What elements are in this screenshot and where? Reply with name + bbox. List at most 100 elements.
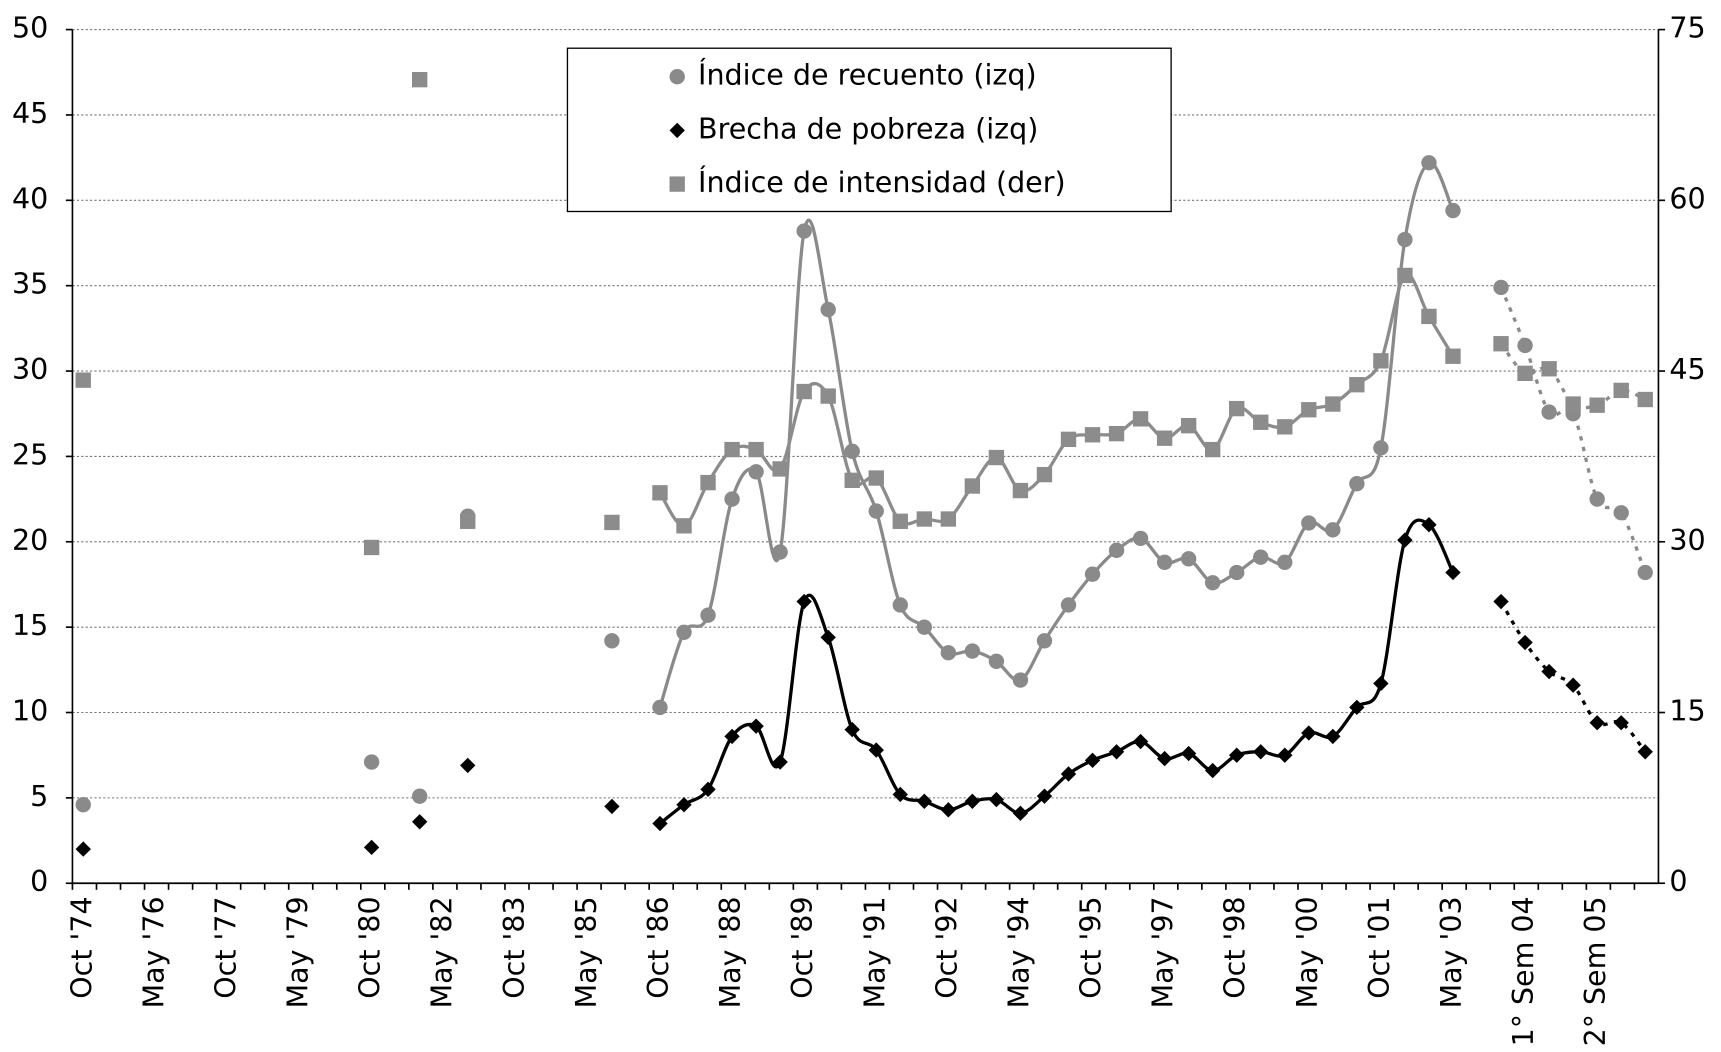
point — [75, 841, 91, 857]
point — [604, 798, 620, 815]
point — [1084, 427, 1101, 443]
point — [1541, 361, 1557, 377]
point — [604, 633, 620, 649]
point — [1325, 522, 1341, 538]
y2-tick-label: 75 — [1669, 12, 1705, 45]
point — [772, 461, 788, 477]
series — [75, 517, 1653, 857]
x-tick-label: May '85 — [570, 896, 603, 1008]
x-tick-label: Oct '95 — [1075, 896, 1108, 998]
point — [1277, 554, 1293, 570]
point — [1060, 597, 1077, 613]
x-tick-label: Oct '74 — [65, 896, 98, 998]
series-line — [658, 518, 1455, 825]
point — [1517, 337, 1533, 354]
point — [868, 470, 884, 486]
point — [1637, 564, 1653, 581]
point — [604, 514, 620, 531]
point — [1397, 231, 1413, 248]
point — [1084, 752, 1101, 768]
x-tick-label: Oct '80 — [354, 896, 387, 998]
point — [1036, 633, 1053, 649]
point — [916, 793, 932, 809]
point — [1373, 675, 1389, 692]
point — [1012, 482, 1029, 499]
point — [363, 754, 380, 770]
point — [1277, 747, 1293, 763]
point — [1613, 715, 1629, 731]
point — [1589, 715, 1605, 731]
series-line — [658, 272, 1455, 528]
point — [892, 597, 908, 613]
point — [940, 511, 957, 527]
y-tick-label: 50 — [12, 12, 48, 45]
point — [1613, 382, 1629, 399]
point — [820, 301, 836, 318]
point — [1325, 396, 1341, 412]
point — [1637, 744, 1653, 760]
point — [1253, 549, 1269, 565]
point — [1421, 308, 1437, 325]
point — [75, 797, 91, 813]
point — [1012, 805, 1029, 821]
point — [988, 791, 1005, 808]
point — [1301, 515, 1317, 531]
point — [1180, 551, 1197, 567]
point — [1156, 430, 1173, 446]
x-tick-label: May '91 — [858, 896, 891, 1008]
point — [460, 513, 476, 529]
point — [1565, 396, 1581, 412]
x-tick-label: Oct '83 — [498, 896, 531, 998]
point — [1493, 593, 1509, 610]
point — [1156, 750, 1173, 767]
point — [796, 383, 812, 400]
x-tick-label: Oct '86 — [642, 896, 675, 998]
x-tick-label: Oct '98 — [1219, 896, 1252, 998]
y2-tick-label: 45 — [1669, 353, 1705, 386]
point — [748, 441, 764, 458]
point — [940, 645, 957, 661]
point — [1349, 377, 1365, 393]
y-tick-label: 5 — [30, 780, 48, 813]
point — [1060, 766, 1077, 782]
point — [1373, 440, 1389, 456]
x-tick-label: Oct '77 — [209, 896, 242, 998]
point — [1445, 202, 1461, 219]
point — [988, 653, 1005, 669]
point — [1541, 404, 1557, 420]
x-tick-label: May '79 — [282, 896, 315, 1008]
point — [669, 176, 685, 192]
point — [988, 449, 1005, 466]
point — [363, 839, 380, 856]
point — [1493, 336, 1509, 352]
point — [1397, 267, 1413, 284]
point — [1301, 402, 1317, 418]
legend-label: Brecha de pobreza (izq) — [698, 112, 1038, 145]
point — [1613, 505, 1629, 521]
y-tick-label: 40 — [12, 182, 48, 215]
y-tick-label: 0 — [30, 865, 48, 898]
y-tick-label: 45 — [12, 97, 48, 130]
y-tick-label: 15 — [12, 609, 48, 642]
y-tick-label: 35 — [12, 268, 48, 301]
point — [1229, 747, 1245, 763]
point — [676, 518, 692, 534]
legend: Índice de recuento (izq) Brecha de pobrez… — [566, 47, 1172, 213]
x-tick-label: 2° Sem 05 — [1579, 896, 1612, 1046]
y2-tick-label: 0 — [1669, 865, 1687, 898]
point — [964, 478, 981, 494]
point — [1589, 491, 1605, 507]
x-tick-label: May '97 — [1147, 896, 1180, 1008]
point — [724, 441, 740, 458]
point — [868, 503, 884, 519]
point — [1229, 400, 1245, 417]
point — [892, 513, 908, 529]
point — [1589, 397, 1605, 413]
point — [1012, 672, 1029, 688]
point — [1397, 532, 1413, 548]
x-tick-label: May '03 — [1435, 896, 1468, 1008]
point — [844, 721, 860, 738]
point — [1229, 564, 1245, 581]
